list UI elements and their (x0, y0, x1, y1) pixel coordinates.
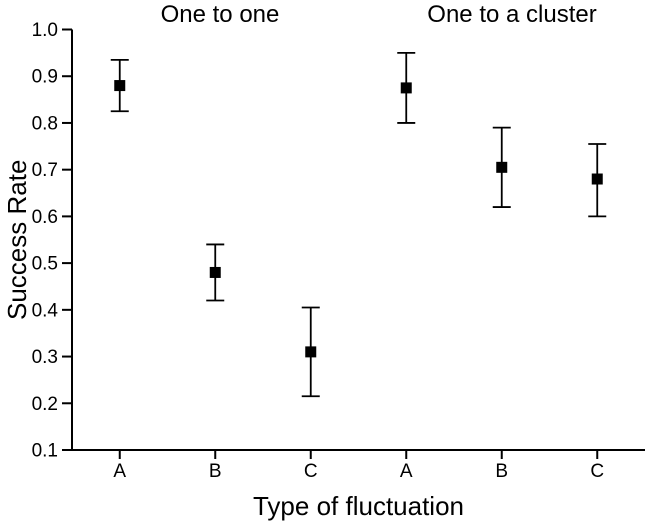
y-tick-label: 0.3 (32, 347, 58, 368)
data-point-marker (496, 161, 508, 173)
y-tick-label: 1.0 (32, 20, 58, 41)
x-axis-label: Type of fluctuation (252, 491, 465, 521)
x-tick-label: B (209, 461, 222, 482)
data-point-marker (114, 80, 126, 92)
x-tick-label: B (495, 461, 508, 482)
data-point-marker (305, 346, 317, 358)
data-point-marker (591, 173, 603, 185)
y-tick-label: 0.5 (32, 254, 58, 275)
group-title-one-to-one: One to one (160, 1, 280, 28)
x-tick-label: C (304, 461, 318, 482)
y-tick-label: 0.6 (32, 207, 58, 228)
data-point-marker (209, 266, 221, 278)
y-tick-label: 0.7 (32, 160, 58, 181)
x-tick-label: A (113, 461, 126, 482)
y-tick-label: 0.8 (32, 113, 58, 134)
y-tick-label: 0.1 (32, 441, 58, 462)
x-tick-label: A (400, 461, 413, 482)
x-tick-label: C (590, 461, 604, 482)
group-title-one-to-a-cluster: One to a cluster (427, 1, 597, 28)
y-tick-label: 0.9 (32, 67, 58, 88)
y-tick-label: 0.2 (32, 394, 58, 415)
y-tick-label: 0.4 (32, 300, 59, 321)
data-point-marker (400, 82, 412, 94)
